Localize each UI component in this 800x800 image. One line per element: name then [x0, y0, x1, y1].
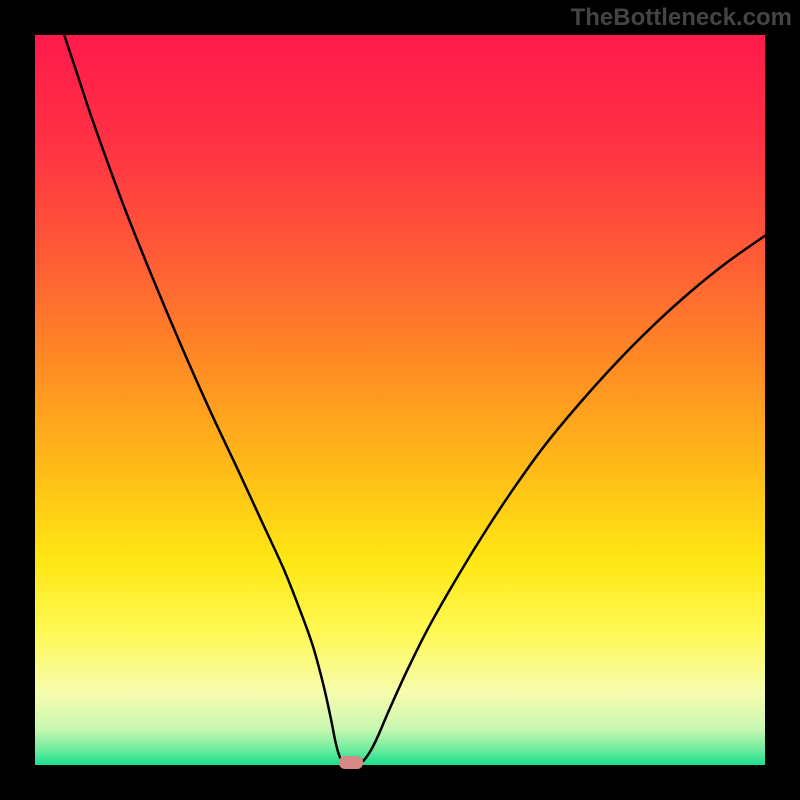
chart-frame: TheBottleneck.com — [0, 0, 800, 800]
optimal-point-marker — [339, 756, 362, 769]
watermark-text: TheBottleneck.com — [571, 4, 792, 32]
plot-curve-svg — [35, 35, 765, 765]
bottleneck-curve — [64, 35, 765, 764]
